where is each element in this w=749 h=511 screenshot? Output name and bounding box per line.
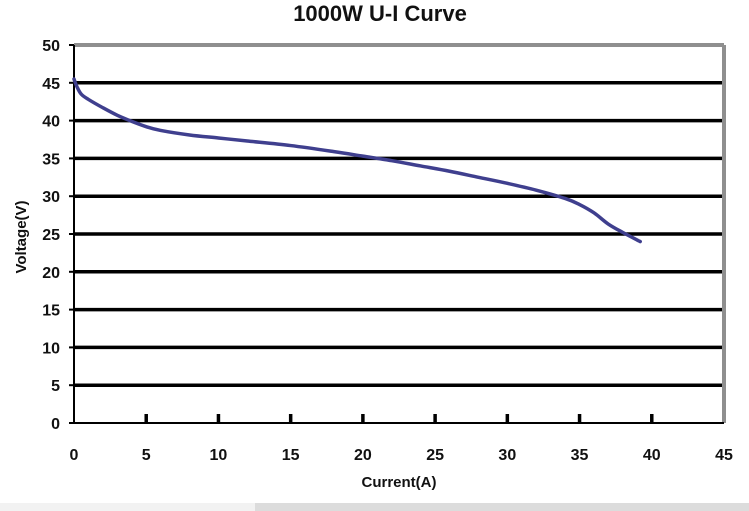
- x-tick-label-0: 0: [70, 447, 79, 464]
- x-tick-label-25: 25: [426, 447, 444, 464]
- y-tick-label-10: 10: [42, 340, 60, 357]
- y-tick-labels: 0 5 10 15 20 25 30 35 40 45 50: [42, 38, 60, 433]
- y-tick-marks: [69, 44, 74, 424]
- y-tick-label-5: 5: [51, 378, 60, 395]
- bottom-border-strip-dark: [255, 503, 749, 511]
- x-tick-label-20: 20: [354, 447, 372, 464]
- x-tick-label-45: 45: [715, 447, 733, 464]
- y-tick-label-0: 0: [51, 416, 60, 433]
- x-tick-label-35: 35: [571, 447, 589, 464]
- y-tick-label-35: 35: [42, 151, 60, 168]
- series-line-0: [72, 77, 642, 244]
- y-tick-label-25: 25: [42, 227, 60, 244]
- y-axis-label: Voltage(V): [13, 200, 30, 273]
- chart-title: 1000W U-I Curve: [293, 1, 467, 26]
- x-tick-label-40: 40: [643, 447, 661, 464]
- x-tick-labels: 0 5 10 15 20 25 30 35 40 45: [70, 447, 733, 464]
- x-tick-label-15: 15: [282, 447, 300, 464]
- y-tick-label-50: 50: [42, 38, 60, 55]
- y-tick-label-40: 40: [42, 114, 60, 131]
- x-tick-marks: [144, 414, 654, 423]
- y-tick-label-45: 45: [42, 76, 60, 93]
- x-axis-label: Current(A): [362, 474, 437, 491]
- x-tick-label-5: 5: [142, 447, 151, 464]
- gridlines: [74, 81, 724, 387]
- x-tick-label-10: 10: [210, 447, 228, 464]
- y-tick-label-15: 15: [42, 303, 60, 320]
- series-layer: [72, 77, 642, 244]
- plot-frame: [73, 43, 726, 424]
- y-tick-label-20: 20: [42, 265, 60, 282]
- y-tick-label-30: 30: [42, 189, 60, 206]
- x-tick-label-30: 30: [498, 447, 516, 464]
